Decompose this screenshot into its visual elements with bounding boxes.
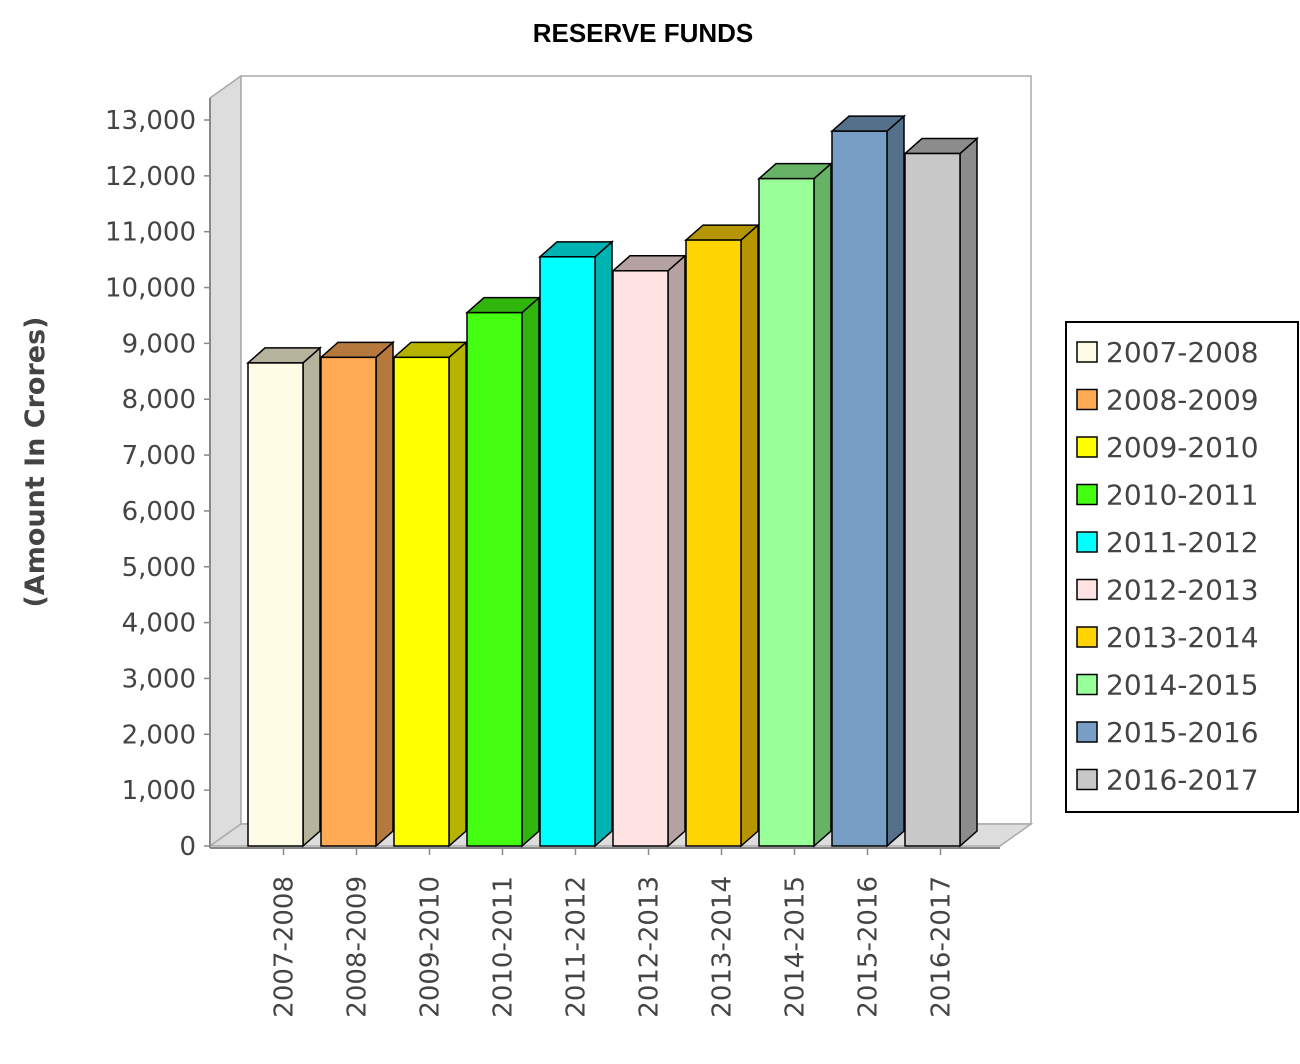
legend-item: 2013-2014 <box>1076 621 1259 654</box>
bar-front <box>466 311 523 847</box>
bar-side <box>667 254 686 848</box>
bar-front <box>612 270 669 847</box>
bar-side <box>521 296 540 848</box>
bar-side <box>375 340 394 848</box>
x-tick-label: 2015-2016 <box>854 876 884 1018</box>
bar-side <box>302 346 321 848</box>
y-tick-label: 13,000 <box>105 106 196 136</box>
bar-front <box>831 130 888 847</box>
bar-2010-2011 <box>465 296 541 848</box>
legend-box <box>1065 321 1299 813</box>
legend-item: 2011-2012 <box>1076 526 1259 559</box>
bars <box>246 114 979 848</box>
legend-label: 2013-2014 <box>1106 621 1259 654</box>
y-tick-label: 9,000 <box>122 329 196 359</box>
legend-label: 2010-2011 <box>1106 479 1259 512</box>
legend-label: 2008-2009 <box>1106 384 1259 417</box>
bar-2011-2012 <box>538 240 614 848</box>
legend-label: 2007-2008 <box>1106 336 1259 369</box>
legend-swatch <box>1076 388 1098 411</box>
bar-2007-2008 <box>246 346 322 848</box>
y-tick-label: 11,000 <box>105 218 196 248</box>
legend-item: 2014-2015 <box>1076 669 1259 702</box>
y-tick-label: 2,000 <box>122 720 196 750</box>
legend-swatch <box>1076 721 1098 743</box>
left-wall <box>209 74 242 848</box>
legend-label: 2016-2017 <box>1106 764 1259 797</box>
y-tick-label: 8,000 <box>122 385 196 415</box>
x-tick-label: 2016-2017 <box>927 876 957 1018</box>
bar-side <box>740 223 759 848</box>
y-tick-label: 0 <box>179 832 196 862</box>
bar-front <box>758 177 815 847</box>
y-tick-label: 3,000 <box>122 664 196 694</box>
chart-title: RESERVE FUNDS <box>533 18 754 48</box>
bar-2013-2014 <box>684 223 760 848</box>
legend-swatch <box>1076 673 1098 696</box>
bar-2009-2010 <box>392 340 468 848</box>
bar-side <box>813 161 832 848</box>
x-tick-label: 2014-2015 <box>781 876 811 1018</box>
legend-label: 2009-2010 <box>1106 431 1259 464</box>
y-tick-label: 6,000 <box>122 497 196 527</box>
bar-front <box>393 356 450 847</box>
legend-swatch <box>1076 626 1098 648</box>
bar-2012-2013 <box>611 254 687 848</box>
legend-swatch <box>1076 531 1098 553</box>
bar-side <box>886 114 905 848</box>
bar-2008-2009 <box>319 340 395 848</box>
bar-2015-2016 <box>830 114 906 848</box>
x-tick-label: 2008-2009 <box>343 876 373 1018</box>
x-tick-label: 2007-2008 <box>270 876 300 1018</box>
legend-label: 2012-2013 <box>1106 574 1259 607</box>
bar-2014-2015 <box>757 161 833 848</box>
y-tick-label: 5,000 <box>122 553 196 583</box>
bar-side <box>594 240 613 848</box>
x-tick-label: 2011-2012 <box>562 876 592 1018</box>
legend-item: 2008-2009 <box>1076 384 1259 417</box>
bar-side <box>959 136 978 848</box>
y-tick-label: 1,000 <box>122 776 196 806</box>
y-tick-label: 12,000 <box>105 162 196 192</box>
legend-swatch <box>1076 341 1098 363</box>
y-tick-label: 7,000 <box>122 441 196 471</box>
x-axis: 2007-2008 2008-2009 2009-2010 2010-2011 2011… <box>210 847 1000 1018</box>
legend-item: 2016-2017 <box>1076 764 1259 797</box>
legend-swatch <box>1076 436 1098 458</box>
legend-item: 2015-2016 <box>1076 716 1259 749</box>
y-tick-label: 10,000 <box>105 274 196 304</box>
bar-front <box>247 362 304 847</box>
bar-side <box>448 340 467 848</box>
legend-swatch <box>1076 768 1098 791</box>
legend-label: 2011-2012 <box>1106 526 1259 559</box>
legend-item: 2009-2010 <box>1076 431 1259 464</box>
legend-item: 2007-2008 <box>1076 336 1259 369</box>
x-tick-label: 2009-2010 <box>416 876 446 1018</box>
legend-item: 2012-2013 <box>1076 574 1259 607</box>
legend-label: 2015-2016 <box>1106 716 1259 749</box>
x-tick-label: 2012-2013 <box>635 876 665 1018</box>
legend: 2007-2008 2008-2009 2009-2010 2010-2011 2011… <box>1065 321 1299 813</box>
legend-item: 2010-2011 <box>1076 479 1259 512</box>
bar-front <box>320 356 377 847</box>
bar-front <box>685 239 742 847</box>
y-tick-label: 4,000 <box>122 609 196 639</box>
y-axis: 0 1,000 2,000 3,000 4,000 5,000 6,000 7,000 8,00… <box>105 98 211 862</box>
x-tick-label: 2013-2014 <box>708 876 738 1018</box>
legend-swatch <box>1076 578 1098 601</box>
y-axis-label: (Amount In Crores) <box>20 316 51 607</box>
legend-label: 2014-2015 <box>1106 669 1259 702</box>
bar-2016-2017 <box>903 136 979 848</box>
bar-front <box>904 152 961 847</box>
bar-front <box>539 256 596 847</box>
legend-swatch <box>1076 483 1098 506</box>
x-tick-label: 2010-2011 <box>489 876 519 1018</box>
